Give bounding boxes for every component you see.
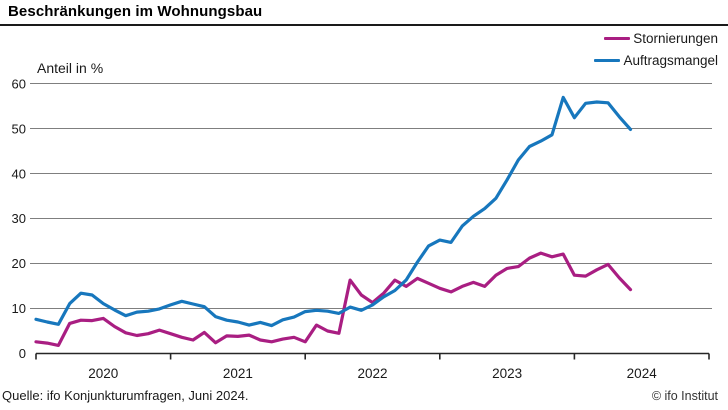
x-tick-2021: 2021 — [223, 366, 253, 381]
y-tick-0: 0 — [19, 346, 26, 361]
stornierungen-line — [34, 251, 633, 347]
legend-label-stornierungen: Stornierungen — [633, 31, 718, 46]
copyright-note: © ifo Institut — [651, 389, 718, 403]
legend-item-stornierungen: Stornierungen — [604, 31, 718, 46]
auftragsmangel-line — [34, 95, 633, 328]
legend-label-auftragsmangel: Auftragsmangel — [623, 53, 718, 68]
x-tick-2020: 2020 — [88, 366, 118, 381]
y-axis-tick-labels: 0 10 20 30 40 50 60 — [12, 77, 26, 362]
stornierungen-line-swatch-icon — [604, 36, 631, 41]
y-tick-20: 20 — [12, 256, 26, 271]
chart-title: Beschränkungen im Wohnungsbau — [8, 3, 263, 20]
gridlines — [30, 83, 712, 309]
legend-item-auftragsmangel: Auftragsmangel — [594, 53, 718, 68]
x-tick-2023: 2023 — [492, 366, 522, 381]
chart-legend: Stornierungen Auftragsmangel — [594, 31, 718, 68]
y-tick-50: 50 — [12, 122, 26, 137]
y-tick-40: 40 — [12, 167, 26, 182]
x-tick-2024: 2024 — [627, 366, 658, 381]
source-note: Quelle: ifo Konjunkturumfragen, Juni 202… — [2, 388, 249, 403]
y-tick-60: 60 — [12, 77, 26, 92]
y-tick-30: 30 — [12, 211, 26, 226]
y-tick-10: 10 — [12, 301, 26, 316]
auftragsmangel-line-swatch-icon — [594, 58, 621, 63]
y-axis-title: Anteil in % — [37, 60, 104, 76]
x-axis — [35, 352, 710, 360]
x-axis-tick-labels: 2020 2021 2022 2023 2024 — [88, 366, 657, 381]
x-tick-2022: 2022 — [357, 366, 387, 381]
chart-header: Beschränkungen im Wohnungsbau — [0, 0, 728, 26]
